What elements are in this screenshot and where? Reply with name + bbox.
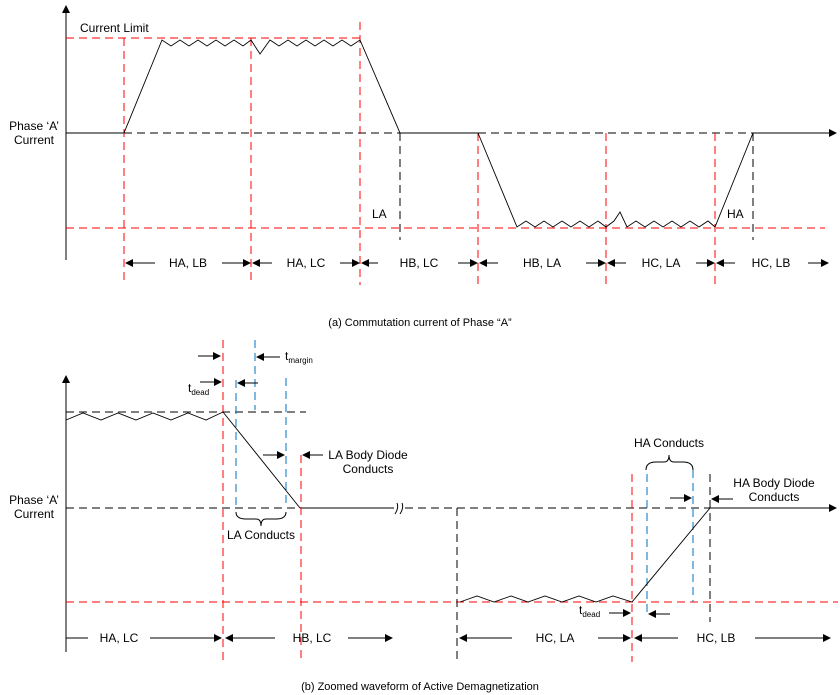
panel-b: Phase ‘A’ Current tmargin tdead tdead LA… <box>9 340 838 693</box>
zoomed-current-waveform <box>65 411 711 603</box>
y-axis-label-b-line2: Current <box>14 507 55 521</box>
la-conducts-brace <box>235 511 287 527</box>
phase-boundaries-a <box>123 22 754 285</box>
y-axis-label-b-line1: Phase ‘A’ <box>9 493 59 507</box>
caption-b: (b) Zoomed waveform of Active Demagnetiz… <box>301 681 539 693</box>
phase-a-current-waveform <box>123 39 754 228</box>
interval-label: HA, LB <box>169 256 207 270</box>
interval-label: HA, LC <box>287 256 326 270</box>
interval-label: HC, LB <box>697 631 736 645</box>
la-conducts-label: LA Conducts <box>227 528 295 542</box>
current-limit-label: Current Limit <box>80 21 149 35</box>
interval-label: HB, LA <box>523 256 561 270</box>
panel-a: Current Limit Phase ‘A’ Current LA HA HA… <box>9 5 837 329</box>
interval-label: HA, LC <box>100 631 139 645</box>
ha-label: HA <box>727 207 744 221</box>
caption-a: (a) Commutation current of Phase “A” <box>328 317 512 329</box>
interval-label: HC, LB <box>752 256 791 270</box>
t-dead-label: tdead <box>188 381 209 397</box>
y-axis-label-a-line2: Current <box>14 133 55 147</box>
ha-conducts-brace <box>645 454 694 471</box>
ha-body-diode-label-line1: HA Body Diode <box>733 476 815 490</box>
la-body-diode-label-line1: LA Body Diode <box>328 448 408 462</box>
la-body-diode-label-line2: Conducts <box>343 462 394 476</box>
ha-conducts-label: HA Conducts <box>634 436 704 450</box>
interval-label: HB, LC <box>400 256 439 270</box>
zero-line-b <box>66 502 837 515</box>
t-dead-label: tdead <box>579 603 600 619</box>
timing-arrows <box>198 352 733 618</box>
t-margin-label: tmargin <box>285 349 313 365</box>
timing-markers-b <box>222 340 711 662</box>
interval-label: HC, LA <box>536 631 575 645</box>
axis-break-icon <box>394 502 404 515</box>
y-axis-label-a-line1: Phase ‘A’ <box>9 119 59 133</box>
la-label: LA <box>372 207 387 221</box>
interval-label: HB, LC <box>293 631 332 645</box>
ha-body-diode-label-line2: Conducts <box>749 490 800 504</box>
interval-label: HC, LA <box>642 256 681 270</box>
